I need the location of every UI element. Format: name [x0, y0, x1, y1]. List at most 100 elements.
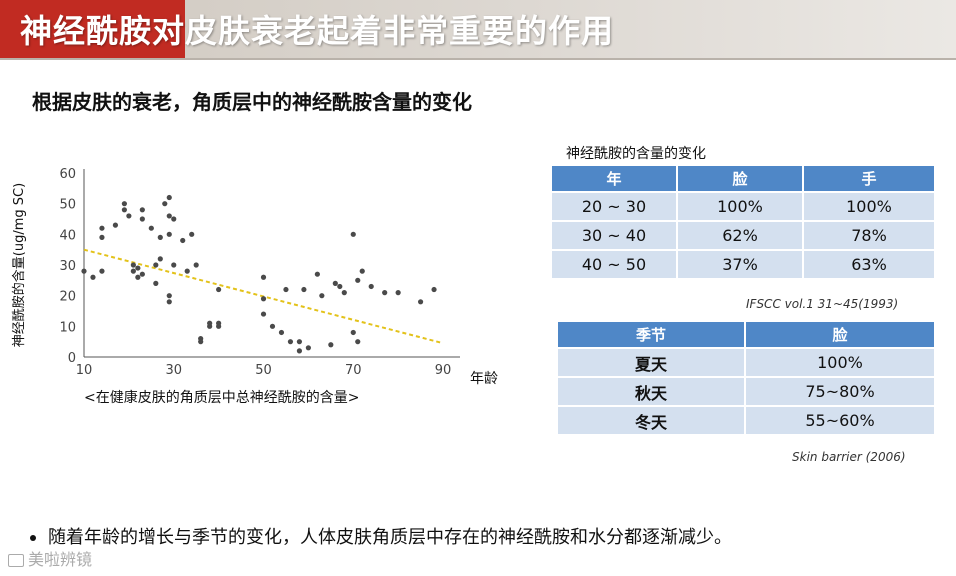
section-subtitle: 根据皮肤的衰老，角质层中的神经酰胺含量的变化: [32, 90, 472, 114]
data-point: [269, 323, 276, 329]
data-point: [296, 348, 303, 354]
data-point: [166, 231, 172, 237]
data-point: [99, 234, 105, 240]
data-point: [278, 329, 285, 336]
column-header-season: 季节: [558, 322, 744, 347]
x-tick-label: 30: [165, 363, 182, 378]
table-cell: 20 ~ 30: [552, 193, 676, 220]
data-point: [355, 339, 361, 345]
data-point: [301, 286, 307, 293]
watermark-text: 美啦辨镜: [28, 550, 93, 569]
data-point: [126, 213, 132, 219]
data-point: [121, 201, 127, 207]
data-point: [121, 207, 127, 213]
table-cell: 78%: [804, 222, 934, 249]
column-header-hand: 手: [804, 166, 934, 191]
table-cell: 100%: [804, 193, 934, 220]
data-point: [328, 342, 334, 348]
data-point: [157, 256, 163, 262]
data-point: [193, 262, 199, 268]
data-point: [166, 213, 172, 219]
y-tick-label: 30: [59, 259, 76, 274]
ceramide-age-table: 年 脸 手 20 ~ 30 100% 100% 30 ~ 40 62% 78% …: [550, 164, 936, 280]
data-point: [296, 339, 303, 345]
table-row: 秋天 75~80%: [558, 378, 934, 405]
data-point: [395, 290, 401, 296]
data-point: [260, 274, 267, 280]
data-point: [139, 271, 145, 277]
data-point: [368, 283, 374, 290]
data-point: [207, 320, 213, 326]
table-cell: 夏天: [558, 349, 744, 376]
x-tick-label: 70: [345, 363, 362, 378]
data-point: [431, 286, 437, 293]
header-divider: [0, 58, 956, 60]
data-point: [359, 268, 365, 274]
data-point: [341, 290, 347, 296]
data-point: [81, 268, 87, 274]
data-point: [319, 293, 325, 299]
y-axis-label: 神经酰胺的含量(ug/mg SC): [11, 183, 27, 347]
data-point: [332, 280, 338, 286]
y-tick-label: 0: [68, 351, 76, 366]
data-point: [99, 268, 105, 274]
data-point: [355, 277, 361, 283]
table-cell: 63%: [804, 251, 934, 278]
x-tick-label: 10: [76, 363, 93, 378]
table-header-row: 年 脸 手: [552, 166, 934, 191]
data-point: [166, 299, 172, 305]
table-row: 40 ~ 50 37% 63%: [552, 251, 934, 278]
y-tick-label: 20: [59, 290, 76, 305]
data-point: [112, 222, 119, 228]
table-cell: 62%: [678, 222, 802, 249]
table-cell: 秋天: [558, 378, 744, 405]
data-point: [130, 268, 136, 274]
data-point: [148, 225, 154, 231]
data-point: [382, 290, 388, 296]
table1-title: 神经酰胺的含量的变化: [566, 146, 706, 162]
data-point: [189, 231, 195, 237]
table-cell: 100%: [678, 193, 802, 220]
table2-source: Skin barrier (2006): [792, 450, 906, 464]
y-tick-label: 60: [59, 167, 76, 182]
data-point: [157, 234, 163, 240]
data-point: [162, 201, 168, 207]
x-tick-label: 50: [255, 363, 272, 378]
ceramide-season-table: 季节 脸 夏天 100% 秋天 75~80% 冬天 55~60%: [556, 320, 936, 436]
data-point: [153, 262, 159, 268]
data-point: [171, 216, 177, 222]
column-header-face: 脸: [678, 166, 802, 191]
table-row: 夏天 100%: [558, 349, 934, 376]
data-point: [139, 216, 145, 222]
chart-caption: <在健康皮肤的角质层中总神经酰胺的含量>: [84, 390, 360, 406]
data-point: [337, 283, 343, 290]
data-point: [198, 336, 204, 342]
bullet-text: 随着年龄的增长与季节的变化，人体皮肤角质层中存在的神经酰胺和水分都逐渐减少。: [48, 527, 732, 548]
data-point: [417, 299, 424, 305]
data-point: [166, 293, 172, 299]
table-row: 冬天 55~60%: [558, 407, 934, 434]
x-tick-label: 90: [435, 363, 452, 378]
bullet-icon: [30, 535, 36, 541]
column-header-year: 年: [552, 166, 676, 191]
table-cell: 55~60%: [746, 407, 934, 434]
data-point: [153, 280, 159, 286]
data-point: [180, 237, 186, 244]
table1-source: IFSCC vol.1 31~45(1993): [746, 297, 899, 311]
data-point: [350, 231, 356, 237]
data-point: [350, 329, 356, 336]
table-row: 30 ~ 40 62% 78%: [552, 222, 934, 249]
data-point: [260, 296, 267, 302]
data-point: [90, 274, 96, 280]
table-cell: 37%: [678, 251, 802, 278]
table-cell: 冬天: [558, 407, 744, 434]
data-point: [283, 286, 289, 293]
header-accent: [0, 0, 185, 58]
table-row: 20 ~ 30 100% 100%: [552, 193, 934, 220]
data-point: [305, 345, 311, 351]
table-cell: 100%: [746, 349, 934, 376]
watermark: 美啦辨镜: [8, 546, 92, 570]
data-point: [184, 268, 190, 274]
camera-icon: [8, 554, 24, 567]
